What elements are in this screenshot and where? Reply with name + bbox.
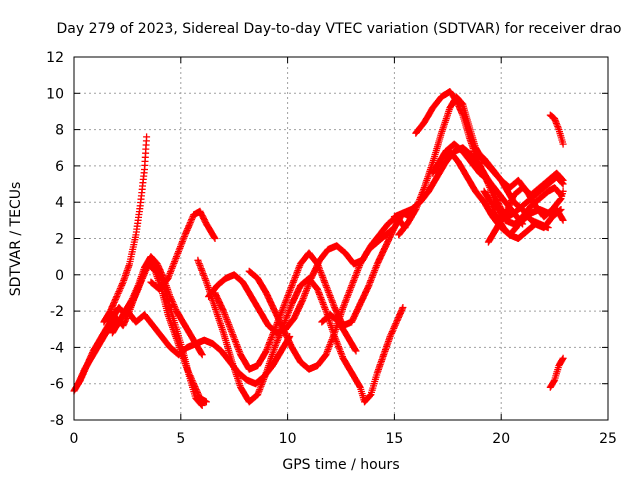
data-track <box>108 253 206 359</box>
x-tick-label: 10 <box>279 431 297 447</box>
y-tick-label: -4 <box>50 340 64 356</box>
data-marks <box>70 88 567 409</box>
plus-markers <box>108 253 206 359</box>
plus-markers <box>546 354 567 391</box>
data-track <box>546 354 567 391</box>
y-tick-label: 6 <box>55 159 64 175</box>
x-tick-label: 20 <box>492 431 510 447</box>
chart-title: Day 279 of 2023, Sidereal Day-to-day VTE… <box>56 21 621 37</box>
plus-markers <box>318 311 360 355</box>
y-tick-label: -6 <box>50 377 64 393</box>
x-tick-label: 25 <box>599 431 617 447</box>
data-track <box>147 207 219 293</box>
plus-markers <box>205 213 409 337</box>
data-track <box>546 111 567 148</box>
plus-markers <box>412 88 567 221</box>
x-tick-label: 15 <box>385 431 403 447</box>
y-tick-label: 2 <box>55 232 64 248</box>
plus-markers <box>211 209 415 373</box>
y-axis-label: SDTVAR / TECUs <box>8 182 24 297</box>
grid <box>74 57 608 420</box>
plot-frame <box>73 56 609 421</box>
y-axis-ticks: -8 -6 -4 -2 0 2 4 6 8 10 12 <box>46 50 608 429</box>
y-tick-label: 0 <box>55 268 64 284</box>
data-track <box>205 213 409 337</box>
data-track <box>211 209 415 373</box>
plus-markers <box>147 207 219 293</box>
y-tick-label: 8 <box>55 123 64 139</box>
y-tick-label: 4 <box>55 195 64 211</box>
data-track <box>433 140 527 228</box>
x-axis-label: GPS time / hours <box>282 457 399 473</box>
data-track <box>318 311 360 355</box>
x-axis-ticks: 0 5 10 15 20 25 <box>70 57 617 447</box>
plus-markers <box>433 140 527 228</box>
plus-markers <box>546 111 567 148</box>
data-track <box>412 88 567 221</box>
x-tick-label: 5 <box>176 431 185 447</box>
data-track <box>100 133 151 326</box>
y-tick-label: -2 <box>50 304 64 320</box>
plus-markers <box>245 224 398 373</box>
y-tick-label: 10 <box>46 86 64 102</box>
y-tick-label: -8 <box>50 413 64 429</box>
data-track <box>245 224 398 373</box>
x-tick-label: 0 <box>70 431 79 447</box>
y-tick-label: 12 <box>46 50 64 66</box>
plus-markers <box>100 133 151 326</box>
